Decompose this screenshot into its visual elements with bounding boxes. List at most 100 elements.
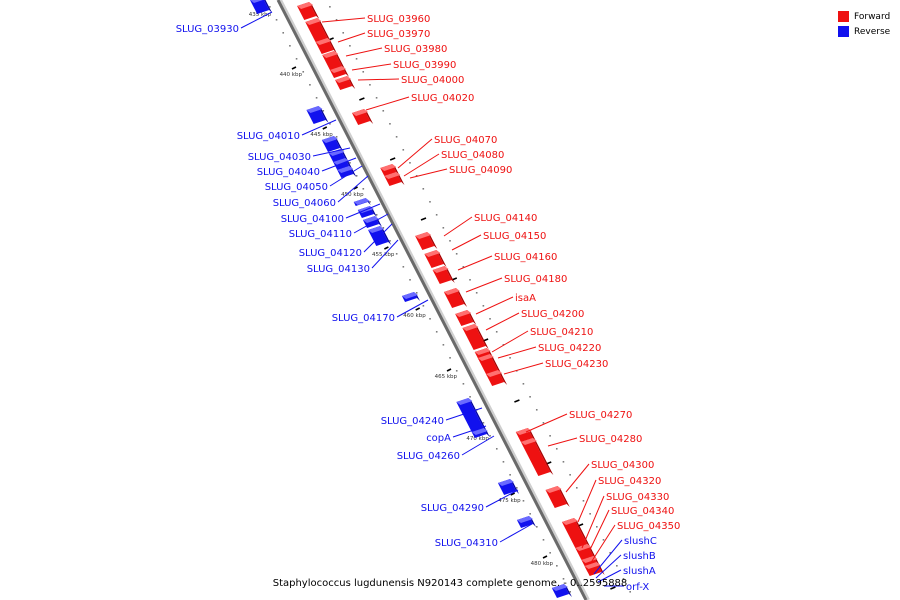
leader-copa [452,425,487,438]
gene-features [250,0,605,598]
reverse-gene-top [321,136,338,143]
guide-dot [629,591,631,593]
tick-mark [389,157,396,161]
guide-dot [602,539,605,541]
forward-gene-top [305,18,322,25]
leader-slug-04210 [491,330,529,353]
guide-dot [329,6,331,8]
leader-slug-03970 [337,32,366,43]
guide-dot [569,474,571,476]
tick-mark [291,66,297,70]
leader-slusha [597,569,622,583]
leader-slug-04040 [321,157,357,172]
tick-mark [420,217,427,221]
reverse-gene-top [401,292,418,299]
forward-gene-side [364,109,374,124]
reverse-gene-side [333,136,344,151]
tick-label: 460 kbp [403,313,426,319]
gene-label-slug-04210: SLUG_04210 [530,327,593,338]
guide-dot [355,58,358,60]
forward-gene-top [384,172,401,179]
gene-label-slushb: slushB [623,551,656,562]
forward-gene-side [444,266,455,283]
guide-dot [382,227,385,229]
forward-gene-top [322,51,339,58]
gene-label-orf-x: orf-X [626,582,649,593]
guide-dot [329,123,331,125]
tick-label: 435 kbp [249,12,272,18]
leader-slug-04350 [589,524,616,565]
guide-dot [509,474,511,476]
forward-gene-top [477,354,494,361]
tick-mark [359,97,365,101]
reverse-gene-side [468,398,488,433]
tick-label: 475 kbp [498,498,521,504]
gene-label-slug-03970: SLUG_03970 [367,29,430,40]
tick-mark [610,586,616,590]
gene-label-slug-04240: SLUG_04240 [381,416,444,427]
guide-dot [342,32,345,34]
guide-dot [549,435,551,437]
forward-gene-top [432,266,449,273]
leader-slug-04110 [353,213,389,234]
guide-dot [389,123,391,125]
tick-label: 445 kbp [310,132,333,138]
guide-dot [295,58,298,60]
guide-dot [375,97,378,99]
forward-gene-top [575,544,592,551]
forward-gene-top [520,438,537,445]
guide-dot [335,136,338,138]
leader-slug-04030 [312,147,351,157]
guide-dot [495,331,498,333]
gene-label-slug-04020: SLUG_04020 [411,93,474,104]
guide-dot [622,578,625,580]
guide-dot [535,409,538,411]
reverse-gene-side [318,106,329,123]
gene-label-slug-04060: SLUG_04060 [273,198,336,209]
leader-slug-03930 [240,11,273,29]
guide-dot [582,500,585,502]
leader-slug-04070 [397,138,433,169]
forward-gene-side [334,51,346,70]
reverse-gene-top [497,479,514,486]
reverse-gene-side [264,0,273,13]
guide-dot [355,175,358,177]
gene-label-slug-04200: SLUG_04200 [521,309,584,320]
gene-label-slug-04010: SLUG_04010 [237,131,300,142]
guide-dot [529,396,531,398]
guide-dot [522,500,525,502]
forward-gene-side [467,310,477,325]
forward-gene-side [573,518,591,547]
guide-dot [482,422,485,424]
gene-label-slug-04290: SLUG_04290 [421,503,484,514]
gene-labels: SLUG_03960 SLUG_03970 SLUG_03980 SLUG_03990… [176,14,681,593]
guide-dot [349,162,351,164]
gene-label-slug-03990: SLUG_03990 [393,60,456,71]
guide-dot [562,461,565,463]
leader-slug-04280 [547,437,578,447]
guide-dot [616,565,618,567]
leader-slug-04020 [365,96,410,111]
leader-slug-04140 [443,216,473,237]
tick-mark [542,555,548,559]
tick-label: 440 kbp [280,72,303,78]
gene-label-slug-04280: SLUG_04280 [579,434,642,445]
guide-dot [449,240,451,242]
leader-slug-04290 [485,489,519,508]
forward-gene-side [532,438,554,475]
label-leader-lines [240,11,624,587]
forward-gene-top [474,348,491,355]
guide-dot [435,331,438,333]
forward-gene-side [489,354,503,375]
tick-label: 470 kbp [466,436,489,442]
forward-gene-top [380,164,397,171]
forward-gene-top [584,562,601,569]
forward-gene-block [561,518,588,548]
guide-dot [449,357,451,359]
guide-dot [442,344,445,346]
gene-label-slug-04110: SLUG_04110 [289,229,352,240]
guide-dot [475,292,478,294]
guide-dot [609,552,611,554]
guide-dot [349,45,351,47]
guide-dot [542,539,545,541]
